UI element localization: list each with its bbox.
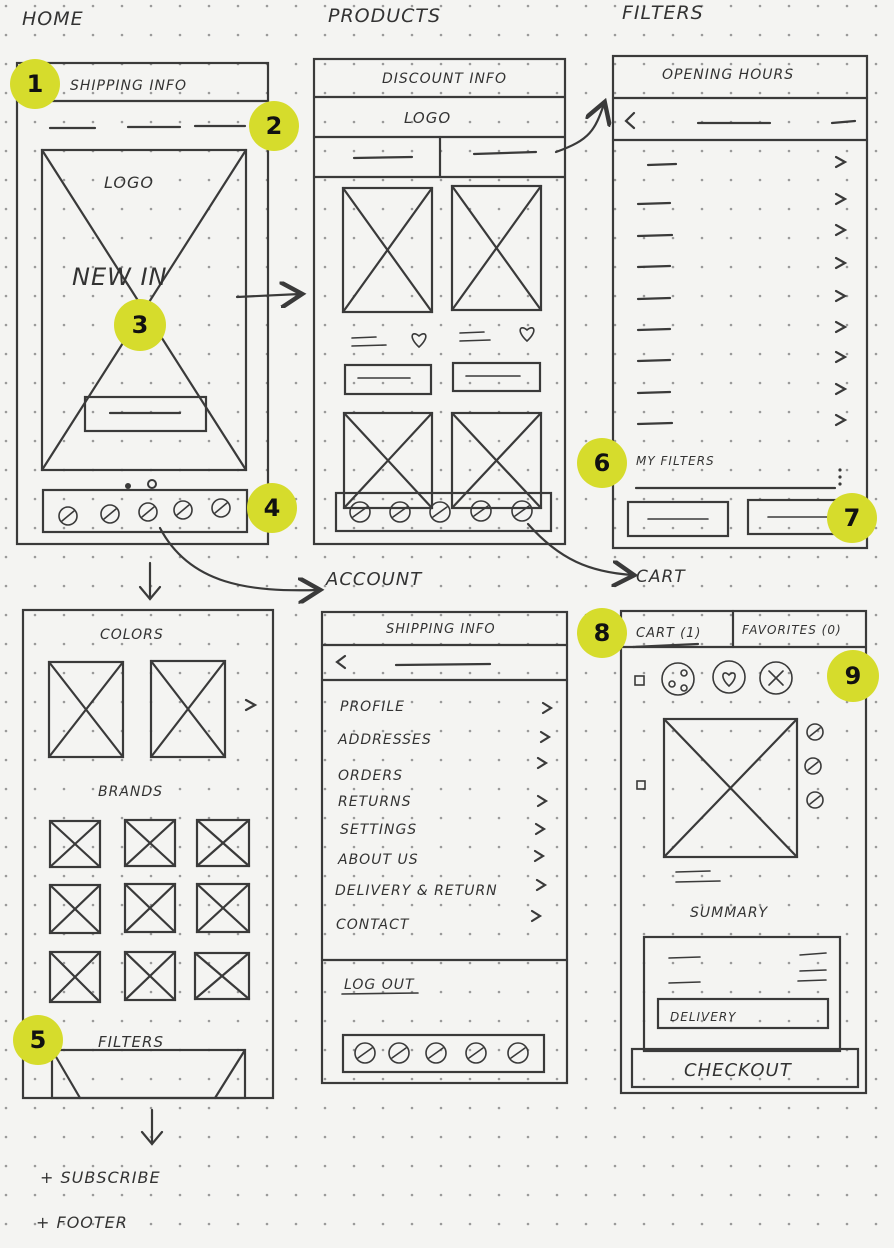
svg-text:7: 7	[844, 504, 861, 532]
column-title-products: PRODUCTS	[328, 5, 441, 27]
back-chevron-icon[interactable]	[624, 111, 636, 130]
menu-item-about-us[interactable]: ABOUT US	[337, 852, 419, 868]
home-shipping-info: SHIPPING INFO	[70, 78, 187, 94]
cart-screen: CART (1) FAVORITES (0) SUMMARY DELIVERY …	[619, 609, 868, 1095]
home-screen: SHIPPING INFO LOGO NEW IN	[15, 61, 270, 546]
heart-icon[interactable]	[519, 327, 535, 343]
home-logo: LOGO	[104, 173, 154, 192]
back-chevron-icon[interactable]	[335, 654, 347, 670]
add-to-cart-button[interactable]	[343, 363, 433, 396]
tab-favorites[interactable]: FAVORITES (0)	[742, 623, 842, 637]
item-checkbox[interactable]	[636, 780, 646, 790]
menu-item-orders[interactable]: ORDERS	[338, 768, 403, 784]
filter-list[interactable]	[636, 155, 848, 427]
menu-item-settings[interactable]: SETTINGS	[340, 822, 417, 838]
account-shipping-info: SHIPPING INFO	[386, 622, 496, 637]
svg-text:3: 3	[132, 311, 149, 339]
svg-text:4: 4	[264, 494, 281, 522]
menu-item-profile[interactable]: PROFILE	[340, 699, 405, 715]
home-footer: + FOOTER	[36, 1213, 128, 1232]
menu-item-addresses[interactable]: ADDRESSES	[337, 732, 432, 748]
favorite-icon[interactable]	[712, 660, 746, 694]
svg-text:2: 2	[266, 112, 283, 140]
badge-2: 2	[249, 101, 299, 151]
annotation-badges: 1 2 3 4 5 6 7 8 9	[10, 59, 879, 1065]
cart-item-image	[662, 717, 799, 859]
filters-clear-button[interactable]	[626, 500, 730, 538]
badge-5: 5	[13, 1015, 63, 1065]
filters-screen: OPENING HOURS MY FILTERS	[611, 54, 869, 550]
tab-cart[interactable]: CART (1)	[636, 626, 702, 641]
badge-3: 3	[114, 299, 166, 351]
badge-6: 6	[577, 438, 627, 488]
home-filters: FILTERS	[98, 1033, 164, 1051]
menu-item-returns[interactable]: RETURNS	[338, 794, 411, 810]
home-brands: BRANDS	[98, 784, 163, 800]
delivery-select[interactable]	[656, 997, 830, 1030]
menu-item-delivery-return[interactable]: DELIVERY & RETURN	[335, 883, 498, 899]
menu-item-contact[interactable]: CONTACT	[336, 917, 410, 933]
home-screen-continued: COLORS BRANDS FILTERS	[21, 608, 275, 1100]
home-colors: COLORS	[100, 627, 164, 643]
account-menu[interactable]: PROFILE ADDRESSES ORDERS RETURNS SETTING…	[335, 699, 554, 933]
products-discount-info: DISCOUNT INFO	[382, 71, 507, 87]
badge-8: 8	[577, 608, 627, 658]
products-screen: DISCOUNT INFO LOGO	[312, 57, 567, 546]
svg-text:8: 8	[594, 619, 611, 647]
svg-text:6: 6	[594, 449, 611, 477]
account-screen: SHIPPING INFO PROFILE ADDRESSES ORDERS R…	[320, 610, 569, 1085]
svg-text:9: 9	[845, 662, 862, 690]
filters-my-filters: MY FILTERS	[636, 454, 715, 468]
heart-icon[interactable]	[411, 333, 427, 349]
checkout-button[interactable]	[630, 1047, 860, 1089]
column-title-filters: FILTERS	[622, 2, 704, 24]
checkout-label: CHECKOUT	[684, 1060, 793, 1081]
brand-grid[interactable]	[48, 818, 251, 1004]
products-tab-bar	[334, 491, 553, 533]
svg-text:5: 5	[30, 1026, 47, 1054]
item-option-icons[interactable]	[804, 723, 824, 809]
svg-text:1: 1	[27, 70, 44, 98]
home-tab-bar	[41, 488, 249, 534]
badge-1: 1	[10, 59, 60, 109]
remove-icon[interactable]	[759, 661, 793, 695]
cart-summary: SUMMARY	[690, 905, 769, 921]
logout-link[interactable]: LOG OUT	[344, 977, 415, 993]
home-subscribe: + SUBSCRIBE	[40, 1168, 161, 1187]
home-new-in: NEW IN	[72, 263, 168, 291]
share-icon[interactable]	[661, 662, 695, 696]
summary-box	[642, 935, 842, 1053]
products-logo: LOGO	[404, 109, 451, 127]
add-to-cart-button[interactable]	[451, 361, 542, 393]
badge-4: 4	[247, 483, 297, 533]
select-checkbox[interactable]	[634, 675, 645, 686]
badge-9: 9	[827, 650, 879, 702]
filters-opening-hours: OPENING HOURS	[662, 67, 794, 83]
badge-7: 7	[827, 493, 877, 543]
home-tab-icons[interactable]	[58, 498, 231, 526]
cart-flow-label: CART	[636, 567, 686, 587]
flow-arrows	[138, 104, 632, 1146]
account-flow-label: ACCOUNT	[325, 569, 423, 590]
column-title-home: HOME	[22, 8, 84, 30]
products-tab-icons[interactable]	[349, 500, 533, 523]
account-tab-icons[interactable]	[354, 1042, 529, 1064]
hero-cta-button[interactable]	[83, 395, 208, 433]
account-tab-bar	[341, 1033, 546, 1074]
cart-delivery: DELIVERY	[670, 1010, 737, 1024]
